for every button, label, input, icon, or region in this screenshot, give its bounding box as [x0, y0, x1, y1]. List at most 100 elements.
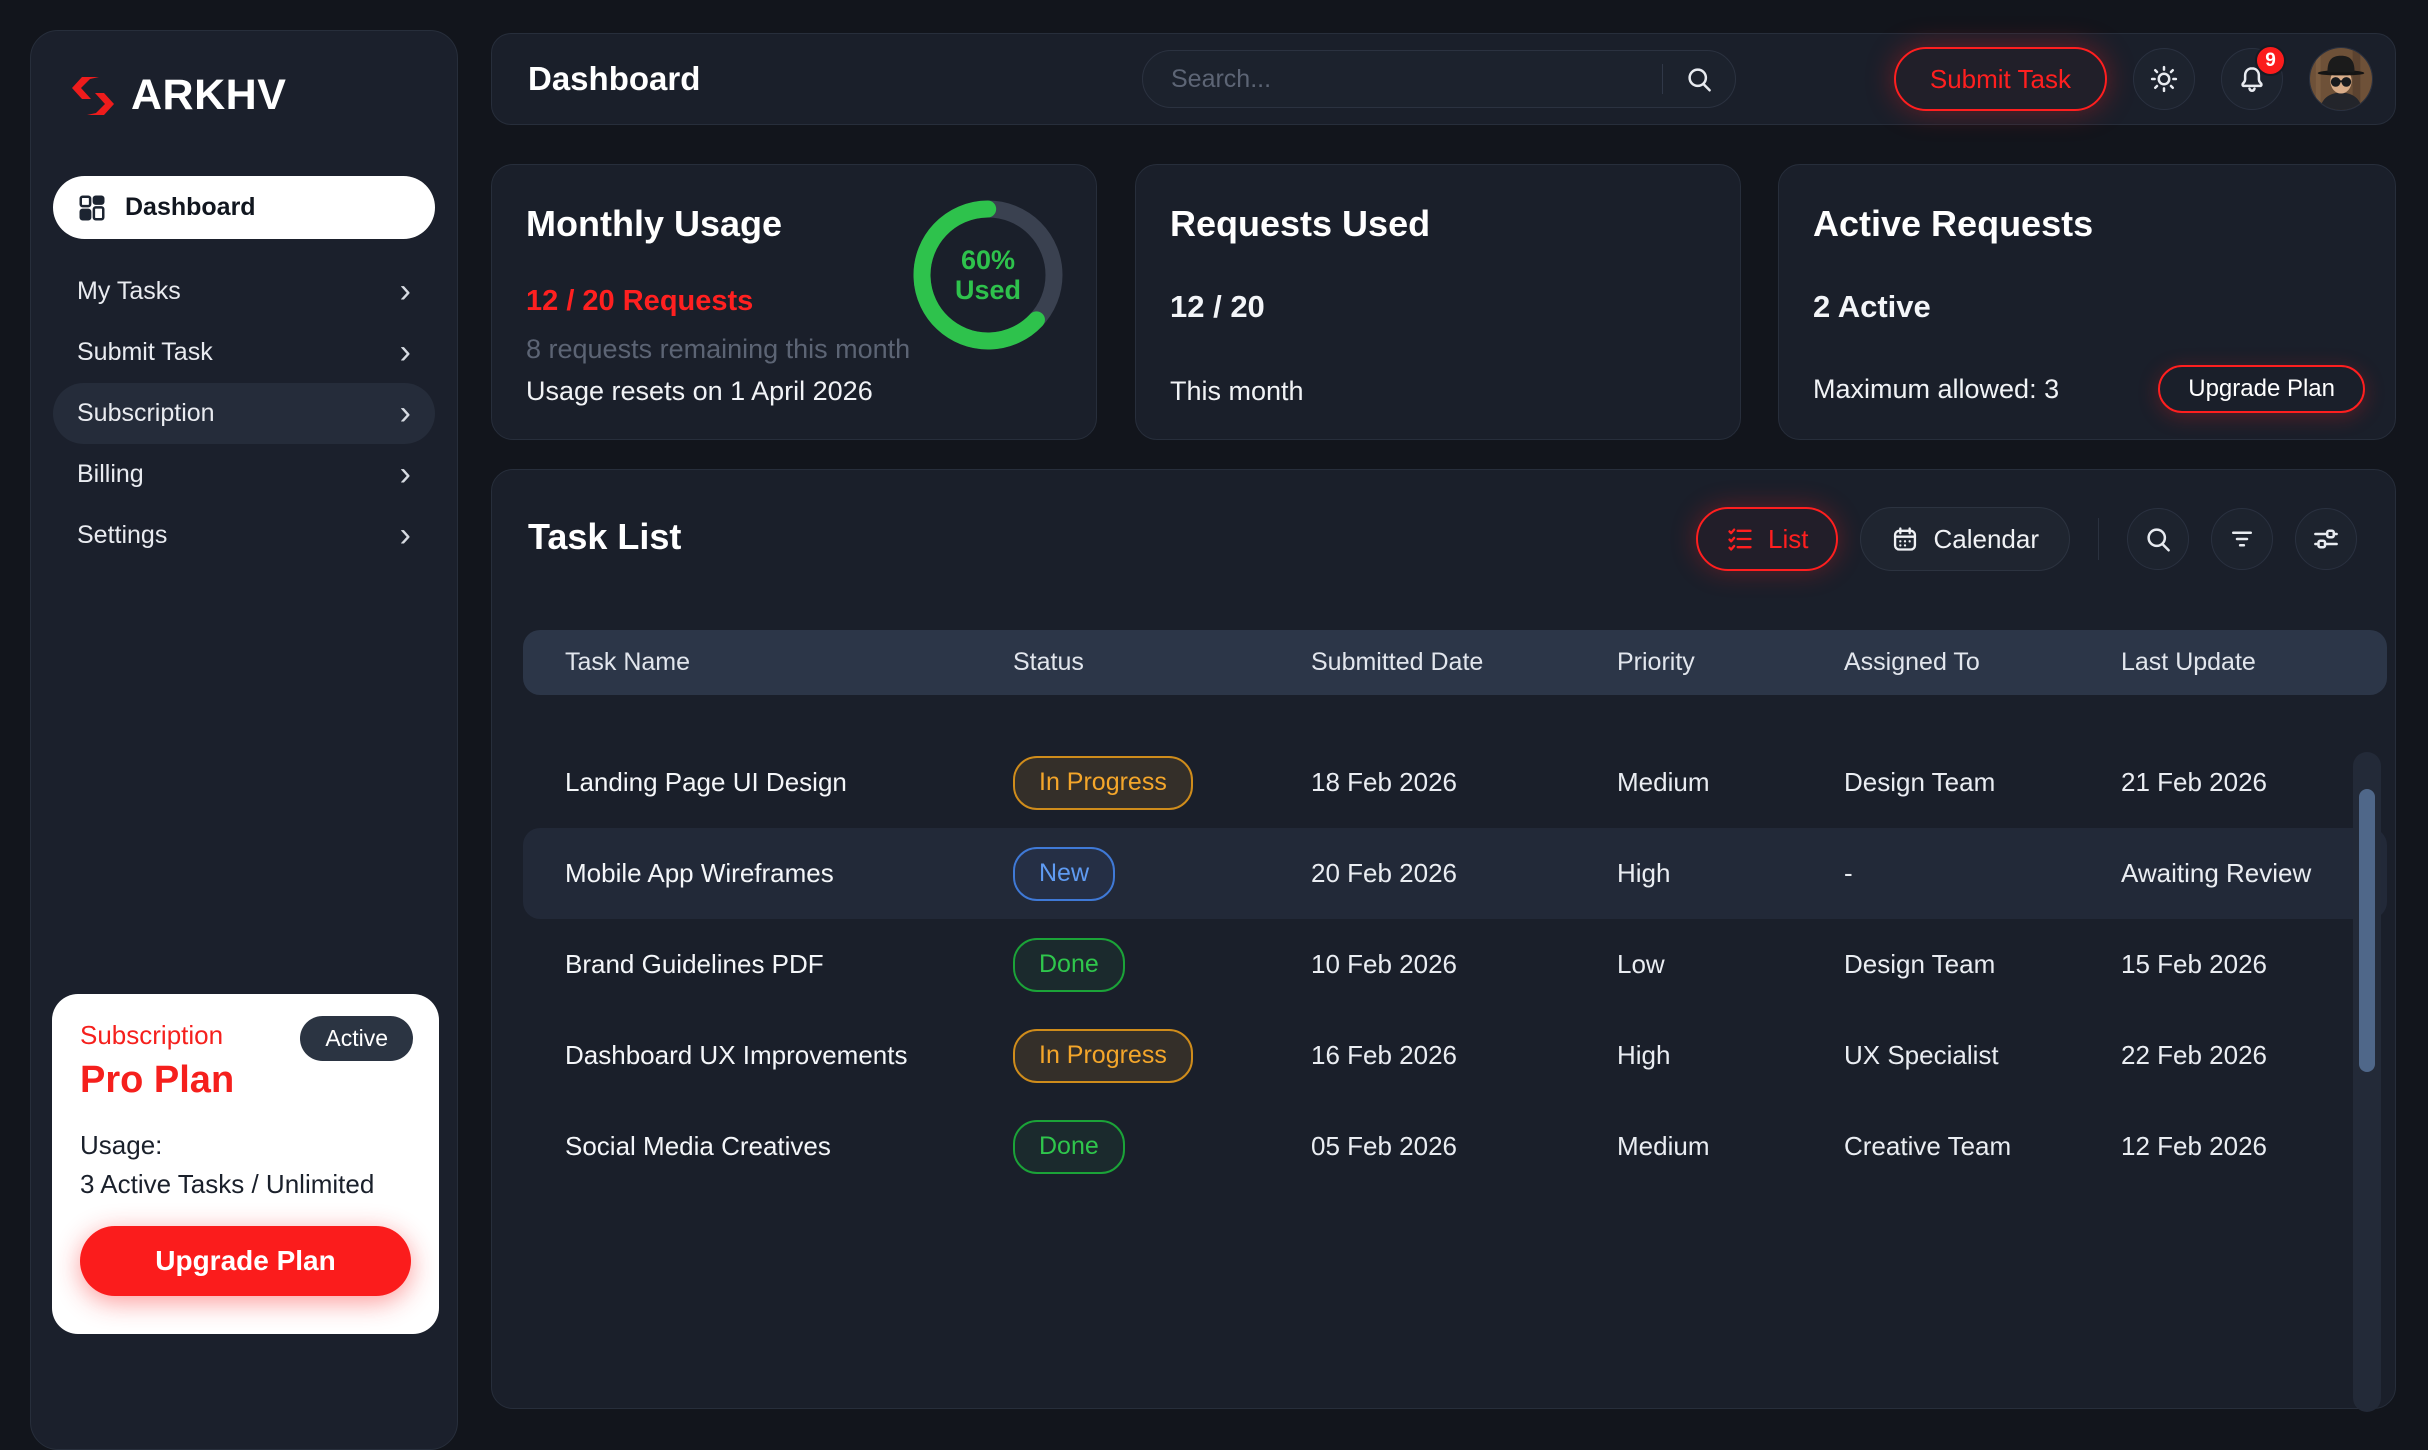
top-header: Dashboard Submit Task [491, 33, 2396, 125]
assigned-to: Creative Team [1844, 1131, 2121, 1162]
priority-value: High [1617, 858, 1844, 889]
last-update: 21 Feb 2026 [2121, 767, 2387, 798]
column-header: Submitted Date [1311, 648, 1617, 677]
notifications-button[interactable]: 9 [2221, 48, 2283, 110]
priority-value: Medium [1617, 767, 1844, 798]
upgrade-plan-button[interactable]: Upgrade Plan [80, 1226, 411, 1296]
task-list-card: Task List List [491, 469, 2396, 1409]
brand-name: ARKHV [131, 71, 286, 120]
header-actions: Submit Task 9 [1894, 47, 2373, 111]
controls-divider [2098, 518, 2099, 560]
task-name: Brand Guidelines PDF [523, 949, 1013, 980]
user-avatar[interactable] [2309, 47, 2373, 111]
plan-usage-label: Usage: [80, 1130, 411, 1161]
monthly-usage-card: Monthly Usage 12 / 20 Requests 8 request… [491, 164, 1097, 440]
search-icon [2143, 524, 2173, 554]
active-requests-value: 2 Active [1813, 289, 2361, 325]
chevron-right-icon: › [400, 276, 411, 307]
table-header: Task NameStatusSubmitted DatePriorityAss… [523, 630, 2387, 695]
requests-used-value: 12 / 20 [1170, 289, 1706, 325]
sidebar-item-label: Subscription [77, 399, 215, 428]
view-toggle-list[interactable]: List [1696, 507, 1838, 571]
last-update: 22 Feb 2026 [2121, 1040, 2387, 1071]
calendar-label: Calendar [1933, 524, 2039, 555]
last-update: 12 Feb 2026 [2121, 1131, 2387, 1162]
table-row[interactable]: Dashboard UX Improvements In Progress 16… [523, 1010, 2387, 1101]
submit-task-button[interactable]: Submit Task [1894, 47, 2107, 111]
max-allowed-label: Maximum allowed: 3 [1813, 374, 2059, 405]
sidebar-item-label: Dashboard [125, 193, 256, 222]
list-icon [1726, 525, 1754, 553]
last-update: Awaiting Review [2121, 858, 2387, 889]
status-badge: In Progress [1013, 1029, 1193, 1083]
sidebar-item-submit-task[interactable]: Submit Task › [53, 322, 435, 383]
column-header: Priority [1617, 648, 1844, 677]
list-label: List [1768, 524, 1808, 555]
status-badge: New [1013, 847, 1115, 901]
usage-reset-note: Usage resets on 1 April 2026 [526, 376, 873, 407]
submitted-date: 16 Feb 2026 [1311, 1040, 1617, 1071]
sidebar-item-subscription[interactable]: Subscription › [53, 383, 435, 444]
search-icon[interactable] [1663, 64, 1735, 94]
filter-button[interactable] [2211, 508, 2273, 570]
sidebar-item-label: Submit Task [77, 338, 213, 367]
active-requests-card: Active Requests 2 Active Maximum allowed… [1778, 164, 2396, 440]
task-name: Mobile App Wireframes [523, 858, 1013, 889]
table-row[interactable]: Landing Page UI Design In Progress 18 Fe… [523, 737, 2387, 828]
task-list-controls: List Calendar [1696, 507, 2357, 571]
chevron-right-icon: › [400, 337, 411, 368]
usage-donut-chart: 60% Used [906, 193, 1070, 357]
sidebar-item-billing[interactable]: Billing › [53, 444, 435, 505]
view-toggle-calendar[interactable]: Calendar [1860, 507, 2070, 571]
sidebar-item-my-tasks[interactable]: My Tasks › [53, 261, 435, 322]
sidebar-nav: Dashboard › My Tasks › Submit Task › [53, 176, 435, 566]
settings-sliders-button[interactable] [2295, 508, 2357, 570]
sidebar-item-settings[interactable]: Settings › [53, 505, 435, 566]
page-title: Dashboard [528, 60, 700, 98]
theme-toggle-button[interactable] [2133, 48, 2195, 110]
table-row[interactable]: Brand Guidelines PDF Done 10 Feb 2026 Lo… [523, 919, 2387, 1010]
table-search-button[interactable] [2127, 508, 2189, 570]
column-header: Last Update [2121, 648, 2387, 677]
assigned-to: Design Team [1844, 949, 2121, 980]
subscription-plan-card: Subscription Active Pro Plan Usage: 3 Ac… [52, 994, 439, 1334]
table-scrollbar-thumb[interactable] [2359, 789, 2375, 1072]
donut-sublabel: Used [955, 275, 1021, 305]
status-badge: In Progress [1013, 756, 1193, 810]
status-badge: Done [1013, 938, 1125, 992]
brand-logo: ARKHV [31, 31, 457, 120]
column-header: Status [1013, 648, 1311, 677]
priority-value: Medium [1617, 1131, 1844, 1162]
plan-usage-value: 3 Active Tasks / Unlimited [80, 1169, 411, 1200]
table-body: Landing Page UI Design In Progress 18 Fe… [523, 737, 2387, 1192]
filter-icon [2227, 524, 2257, 554]
submitted-date: 10 Feb 2026 [1311, 949, 1617, 980]
requests-used-card: Requests Used 12 / 20 This month [1135, 164, 1741, 440]
chevron-right-icon: › [400, 520, 411, 551]
priority-value: High [1617, 1040, 1844, 1071]
sidebar-item-label: Settings [77, 521, 167, 550]
submitted-date: 05 Feb 2026 [1311, 1131, 1617, 1162]
plan-status-badge: Active [300, 1016, 413, 1061]
upgrade-plan-small-button[interactable]: Upgrade Plan [2158, 365, 2365, 413]
submitted-date: 18 Feb 2026 [1311, 767, 1617, 798]
dashboard-grid-icon [77, 193, 107, 223]
requests-used-caption: This month [1170, 376, 1304, 407]
task-name: Dashboard UX Improvements [523, 1040, 1013, 1071]
assigned-to: UX Specialist [1844, 1040, 2121, 1071]
sidebar-item-label: Billing [77, 460, 144, 489]
brand-logo-icon [67, 74, 119, 118]
sidebar-item-dashboard[interactable]: Dashboard › [53, 176, 435, 239]
column-header: Task Name [523, 648, 1013, 677]
table-row[interactable]: Social Media Creatives Done 05 Feb 2026 … [523, 1101, 2387, 1192]
table-scrollbar-track[interactable] [2353, 752, 2381, 1412]
priority-value: Low [1617, 949, 1844, 980]
table-row[interactable]: Mobile App Wireframes New 20 Feb 2026 Hi… [523, 828, 2387, 919]
card-title: Active Requests [1813, 203, 2361, 245]
plan-name: Pro Plan [80, 1059, 411, 1102]
card-title: Requests Used [1170, 203, 1706, 245]
donut-percent-label: 60% [961, 245, 1015, 275]
task-name: Social Media Creatives [523, 1131, 1013, 1162]
search-input[interactable] [1143, 65, 1662, 94]
task-list-title: Task List [528, 516, 681, 558]
